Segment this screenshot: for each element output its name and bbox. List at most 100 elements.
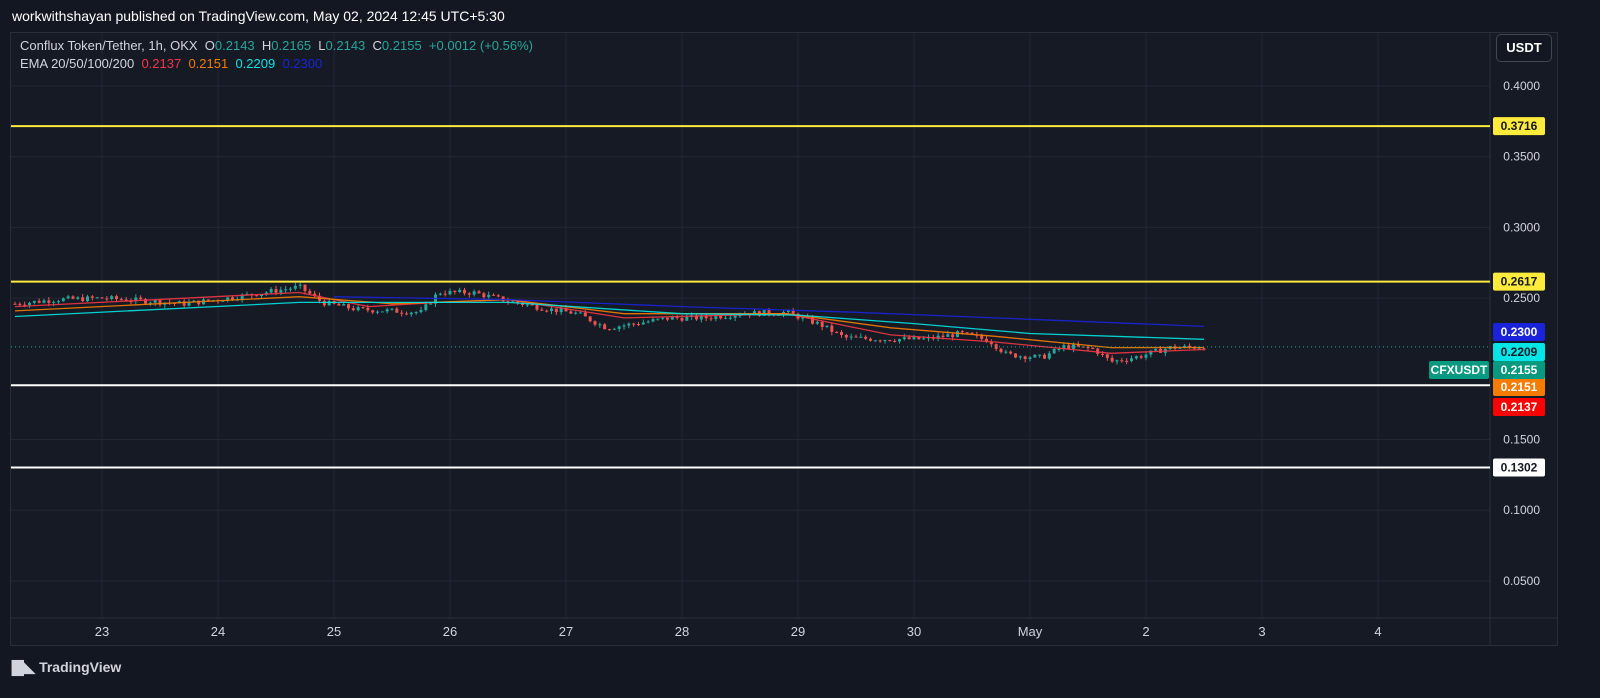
candle-body	[622, 325, 626, 327]
candle-body	[467, 293, 471, 295]
current-price-tag-bg[interactable]	[1493, 361, 1545, 379]
candle-body	[1120, 360, 1124, 362]
candle-body	[95, 297, 99, 299]
candle-body	[593, 321, 597, 325]
candle-body	[264, 292, 268, 295]
candle-body	[139, 297, 143, 300]
candle-body	[1197, 348, 1201, 350]
x-tick-label: 25	[327, 624, 341, 639]
symbol-tag: CFXUSDT	[1431, 363, 1488, 377]
legend-close-value: 0.2155	[381, 38, 422, 53]
candle-body	[714, 316, 718, 320]
candle-body	[1004, 351, 1008, 353]
candle-body	[883, 340, 887, 342]
candle-body	[1154, 348, 1158, 351]
y-tick-label: 0.1500	[1503, 433, 1540, 447]
candle-body	[627, 323, 631, 326]
legend-close-label: C	[372, 38, 382, 53]
candle-body	[564, 308, 568, 312]
candle-body	[61, 298, 65, 302]
candle-body	[815, 321, 819, 324]
candle-body	[231, 297, 234, 300]
candle-body	[298, 284, 302, 286]
candle-body	[134, 297, 138, 302]
ema50-line	[14, 296, 1205, 349]
candle-body	[912, 336, 916, 340]
ema-tag-bg[interactable]	[1493, 323, 1545, 341]
x-tick-label: 4	[1374, 624, 1381, 639]
tradingview-brand[interactable]: ▇◣ TradingView	[12, 656, 121, 678]
level-tag-bg[interactable]	[1493, 117, 1545, 136]
candle-body	[477, 291, 481, 294]
brand-label: TradingView	[39, 659, 122, 675]
candle-body	[245, 293, 249, 295]
candle-body	[670, 316, 674, 320]
candle-body	[869, 338, 872, 341]
ema200-value: 0.2300	[282, 56, 323, 71]
ema-tag-bg[interactable]	[1493, 398, 1545, 416]
candle-body	[917, 336, 921, 340]
candle-body	[540, 309, 544, 311]
candle-body	[347, 304, 350, 309]
candle-body	[936, 335, 940, 339]
candle-body	[405, 313, 408, 315]
symbol-tag-bg[interactable]	[1429, 361, 1489, 379]
candle-body	[366, 307, 370, 311]
candle-body	[356, 307, 360, 311]
candle-body	[724, 317, 727, 319]
candle-body	[52, 301, 56, 303]
candle-body	[438, 293, 442, 295]
candle-body	[989, 342, 993, 345]
chart-frame[interactable]	[10, 32, 1558, 646]
candle-body	[400, 312, 404, 314]
candle-body	[588, 316, 592, 322]
candle-body	[289, 288, 292, 290]
candle-body	[656, 318, 660, 320]
candle-body	[1057, 348, 1061, 350]
candle-body	[960, 331, 964, 333]
candle-body	[206, 299, 210, 301]
candle-body	[569, 311, 573, 314]
candle-body	[830, 325, 834, 332]
candle-body	[651, 319, 655, 322]
candle-body	[279, 289, 283, 293]
candle-body	[728, 317, 732, 319]
level-tag-bg[interactable]	[1493, 272, 1545, 291]
candle-body	[1047, 353, 1051, 359]
candle-body	[709, 318, 713, 320]
ema-tag-bg[interactable]	[1493, 343, 1545, 361]
candle-body	[496, 295, 500, 297]
candle-body	[704, 315, 708, 319]
candle-body	[854, 336, 858, 338]
candle-body	[791, 310, 795, 314]
candle-body	[559, 308, 563, 313]
currency-button[interactable]: USDT	[1496, 34, 1552, 62]
candle-body	[1076, 344, 1080, 347]
legend-low-value: 0.2143	[325, 38, 366, 53]
candle-body	[1033, 354, 1037, 358]
candle-body	[71, 296, 75, 299]
candle-body	[409, 312, 413, 315]
candle-body	[907, 337, 911, 340]
candle-body	[458, 289, 462, 292]
y-tick-label: 0.3000	[1503, 220, 1540, 234]
candle-body	[197, 300, 201, 305]
candle-body	[811, 317, 814, 324]
candle-body	[608, 329, 611, 331]
candle-body	[1043, 354, 1046, 359]
legend-change: +0.0012 (+0.56%)	[428, 38, 533, 53]
candle-body	[351, 308, 355, 311]
ema-legend-label[interactable]: EMA 20/50/100/200	[20, 56, 135, 71]
candle-body	[303, 284, 307, 292]
candle-body	[1096, 348, 1100, 354]
ema-tag-bg[interactable]	[1493, 378, 1545, 396]
candle-body	[361, 307, 365, 309]
x-tick-label: 2	[1142, 624, 1149, 639]
ema50-value: 0.2151	[188, 56, 229, 71]
candle-body	[840, 332, 843, 335]
candle-body	[86, 296, 89, 302]
legend-symbol[interactable]: Conflux Token/Tether, 1h, OKX	[20, 38, 198, 53]
candle-body	[148, 302, 152, 304]
level-tag-bg[interactable]	[1493, 458, 1545, 477]
